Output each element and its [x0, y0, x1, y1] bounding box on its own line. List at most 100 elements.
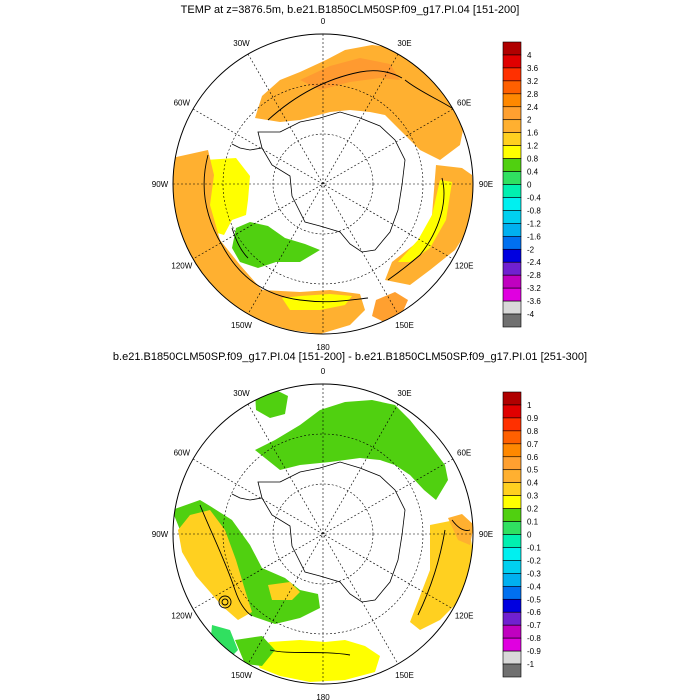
bottom-colorbar-box: [502, 430, 522, 445]
top-antarctic-peninsula: [231, 143, 263, 151]
bottom-colorbar-tick-label: -0.7: [527, 621, 541, 630]
bottom-lon-label-30e: 30E: [397, 389, 411, 398]
top-colorbar-box: [502, 210, 522, 224]
top-colorbar-box: [502, 171, 522, 185]
bottom-colorbar-tick-label: -0.4: [527, 582, 541, 591]
top-colorbar-box: [502, 248, 522, 263]
top-colorbar-box: [502, 54, 522, 69]
top-lon-label-180: 180: [316, 343, 330, 352]
top-colorbar-box: [502, 93, 522, 108]
bottom-colorbar-box: [502, 482, 522, 496]
bottom-colorbar-tick-label: 0.1: [527, 518, 539, 527]
bottom-lon-label-120w: 120W: [171, 612, 192, 621]
top-colorbar-tick-label: 2.4: [527, 103, 539, 112]
top-contours: [203, 70, 456, 303]
bottom-lon-label-0: 0: [321, 367, 326, 376]
top-field-pacific-yellow: [205, 158, 250, 235]
top-lon-label-30w: 30W: [233, 39, 250, 48]
top-colorbar-box: [502, 197, 522, 211]
top-lon-label-150e: 150E: [395, 321, 414, 330]
bottom-field-green-patch: [255, 388, 288, 418]
top-colorbar-tick-label: 0: [527, 181, 532, 190]
top-colorbar-tick-label: 1.2: [527, 142, 539, 151]
bottom-colorbar-box: [502, 560, 522, 574]
top-lon-label-90w: 90W: [152, 180, 169, 189]
bottom-colorbar-tick-label: -0.2: [527, 556, 541, 565]
bottom-field-ross-cyan: [210, 625, 238, 662]
bottom-colorbar-box: [502, 573, 522, 587]
top-colorbar-box: [502, 223, 522, 237]
bottom-colorbar-box: [502, 586, 522, 600]
top-colorbar-tick-label: 3.2: [527, 77, 539, 86]
top-colorbar-box: [502, 41, 522, 56]
bottom-contours: [199, 504, 471, 656]
top-colorbar-tick-label: -1.2: [527, 219, 541, 228]
bottom-colorbar-box: [502, 443, 522, 458]
bottom-colorbar-box: [502, 547, 522, 561]
top-field-amundsen-green: [232, 222, 320, 268]
bottom-lon-label-30w: 30W: [233, 389, 250, 398]
bottom-colorbar-tick-label: 0.2: [527, 505, 539, 514]
bottom-colorbar-tick-label: -0.5: [527, 595, 541, 604]
top-field-east-patch: [372, 292, 408, 322]
top-colorbar-tick-label: 1.6: [527, 129, 539, 138]
top-polar-map: 0 30E 60E 90E 120E 150E 180 150W 120W 90W 60W 30W: [152, 17, 493, 352]
bottom-lon-label-120e: 120E: [455, 612, 474, 621]
bottom-colorbar-tick-label: -0.1: [527, 543, 541, 552]
top-map-border: [172, 33, 474, 335]
bottom-colorbar-box: [502, 521, 522, 535]
bottom-colorbar-tick-label: -0.6: [527, 608, 541, 617]
bottom-colorbar-tick-label: 0.9: [527, 414, 539, 423]
top-colorbar-tick-label: -3.6: [527, 297, 541, 306]
bottom-colorbar-box: [502, 624, 522, 639]
bottom-lon-label-180: 180: [316, 693, 330, 700]
top-colorbar-box: [502, 158, 522, 172]
bottom-field-ross: [250, 640, 380, 682]
bottom-lon-label-90e: 90E: [479, 530, 493, 539]
top-colorbar-tick-label: 0.4: [527, 168, 539, 177]
bottom-colorbar-box: [502, 469, 522, 483]
bottom-colorbar-box: [502, 663, 522, 678]
bottom-field-ross-green: [235, 636, 275, 666]
top-lon-label-60e: 60E: [457, 99, 471, 108]
bottom-colorbar-tick-label: 1: [527, 401, 532, 410]
bottom-colorbar-box: [502, 391, 522, 406]
top-colorbar-tick-label: -2: [527, 245, 535, 254]
bottom-lon-label-60e: 60E: [457, 449, 471, 458]
bottom-colorbar-tick-label: 0.6: [527, 453, 539, 462]
top-colorbar-tick-label: 0.8: [527, 155, 539, 164]
top-colorbar-tick-label: 2.8: [527, 90, 539, 99]
bottom-colorbar: 1 0.9 0.8 0.7 0.6 0.5 0.4 0.3 0.2 0.1 0 -0.1 -0.2 -0.…: [502, 391, 541, 678]
top-colorbar-tick-label: -2.8: [527, 271, 541, 280]
bottom-lon-label-150w: 150W: [231, 671, 252, 680]
top-colorbar-tick-label: 4: [527, 51, 532, 60]
top-colorbar-tick-label: -0.8: [527, 206, 541, 215]
bottom-colorbar-box: [502, 650, 522, 665]
bottom-field-pacific-yellow: [178, 510, 252, 620]
top-lon-label-120e: 120E: [455, 262, 474, 271]
bottom-colorbar-tick-label: -0.9: [527, 647, 541, 656]
bottom-colorbar-tick-label: 0.5: [527, 466, 539, 475]
bottom-colorbar-tick-label: 0: [527, 531, 532, 540]
top-colorbar-box: [502, 261, 522, 276]
bottom-map-border: [172, 383, 474, 685]
top-colorbar-tick-label: -0.4: [527, 193, 541, 202]
bottom-colorbar-box: [502, 404, 522, 419]
top-lon-label-60w: 60W: [174, 99, 191, 108]
bottom-colorbar-tick-label: -0.8: [527, 634, 541, 643]
top-field-ross-yellow: [282, 294, 352, 310]
top-chart-title: TEMP at z=3876.5m, b.e21.B1850CLM50SP.f0…: [180, 4, 520, 16]
top-field-atlantic: [255, 45, 465, 160]
top-colorbar-tick-label: -2.4: [527, 258, 541, 267]
top-colorbar-box: [502, 145, 522, 159]
bottom-colorbar-box: [502, 637, 522, 652]
top-colorbar-box: [502, 287, 522, 302]
top-colorbar-tick-label: -3.2: [527, 284, 541, 293]
top-lon-label-0: 0: [321, 17, 326, 26]
top-field-pacific: [173, 150, 365, 334]
top-colorbar-box: [502, 106, 522, 121]
top-colorbar-box: [502, 300, 522, 315]
bottom-antarctic-peninsula: [231, 493, 263, 501]
top-colorbar-tick-label: 3.6: [527, 64, 539, 73]
